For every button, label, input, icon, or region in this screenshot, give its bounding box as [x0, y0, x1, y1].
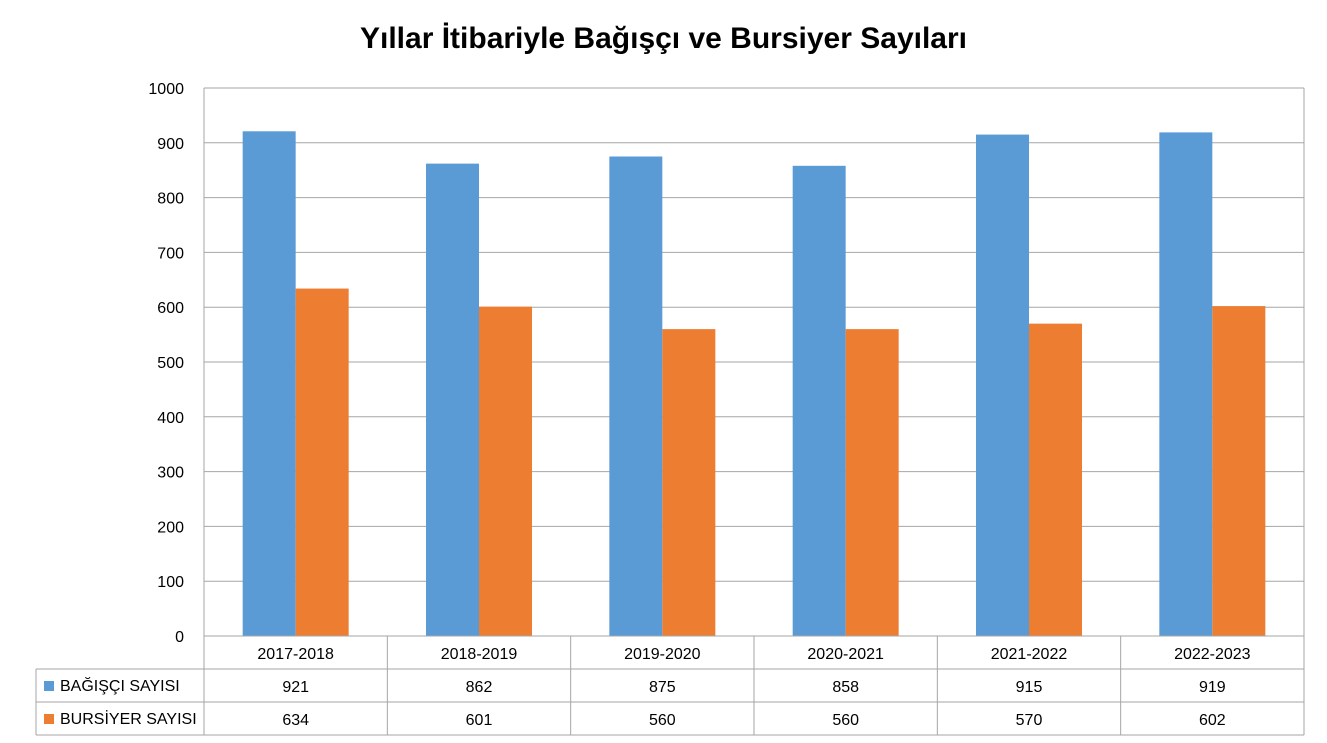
bar-donor	[792, 165, 846, 637]
data-table-value: 919	[1199, 679, 1226, 696]
y-tick-label: 600	[157, 300, 184, 317]
y-tick-label: 100	[157, 574, 184, 591]
chart-title: Yıllar İtibariyle Bağışçı ve Bursiyer Sa…	[360, 22, 967, 55]
x-tick-label: 2017-2018	[257, 646, 334, 663]
bar-scholar	[845, 329, 899, 636]
data-table-value: 601	[466, 712, 493, 729]
data-table-value: 915	[1016, 679, 1043, 696]
data-table-value: 602	[1199, 712, 1226, 729]
bar-donor	[609, 156, 663, 636]
y-tick-label: 0	[175, 629, 184, 646]
x-tick-label: 2020-2021	[807, 646, 884, 663]
data-table-value: 921	[282, 679, 309, 696]
bar-donor	[1159, 132, 1213, 636]
x-tick-label: 2022-2023	[1174, 646, 1251, 663]
data-table-value: 560	[832, 712, 859, 729]
legend-label: BURSİYER SAYISI	[60, 709, 197, 728]
data-table-value: 560	[649, 712, 676, 729]
data-table: 2017-2018 2018-2019 2019-2020 2020-2021 2021…	[35, 635, 1304, 736]
bars	[242, 131, 1266, 637]
bar-donor	[426, 163, 479, 636]
bar-scholar	[295, 288, 349, 636]
data-table-value: 858	[832, 679, 859, 696]
x-tick-label: 2019-2020	[624, 646, 701, 663]
gridlines	[203, 87, 1305, 735]
data-table-value: 862	[466, 679, 493, 696]
y-tick-label: 500	[157, 355, 184, 372]
y-tick-label: 200	[157, 519, 184, 536]
bar-scholar	[662, 329, 716, 636]
bar-donor	[976, 134, 1029, 636]
bar-scholar	[1029, 323, 1082, 636]
y-tick-label: 400	[157, 410, 184, 427]
y-tick-label: 1000	[148, 81, 184, 98]
x-tick-label: 2018-2019	[441, 646, 518, 663]
y-tick-label: 900	[157, 136, 184, 153]
y-tick-label: 700	[157, 245, 184, 262]
y-axis-ticks: 0 100 200 300 400 500 600 700 800 900 1000	[148, 81, 184, 646]
data-table-value: 634	[282, 712, 309, 729]
data-table-value: 570	[1016, 712, 1043, 729]
legend-swatch	[44, 714, 54, 724]
data-table-value: 875	[649, 679, 676, 696]
legend-swatch	[44, 681, 54, 691]
bar-donor	[242, 131, 296, 637]
legend-label: BAĞIŞÇI SAYISI	[60, 676, 180, 695]
x-tick-label: 2021-2022	[991, 646, 1068, 663]
y-tick-label: 800	[157, 191, 184, 208]
bar-scholar	[479, 306, 532, 636]
bar-scholar	[1212, 306, 1266, 636]
y-tick-label: 300	[157, 465, 184, 482]
